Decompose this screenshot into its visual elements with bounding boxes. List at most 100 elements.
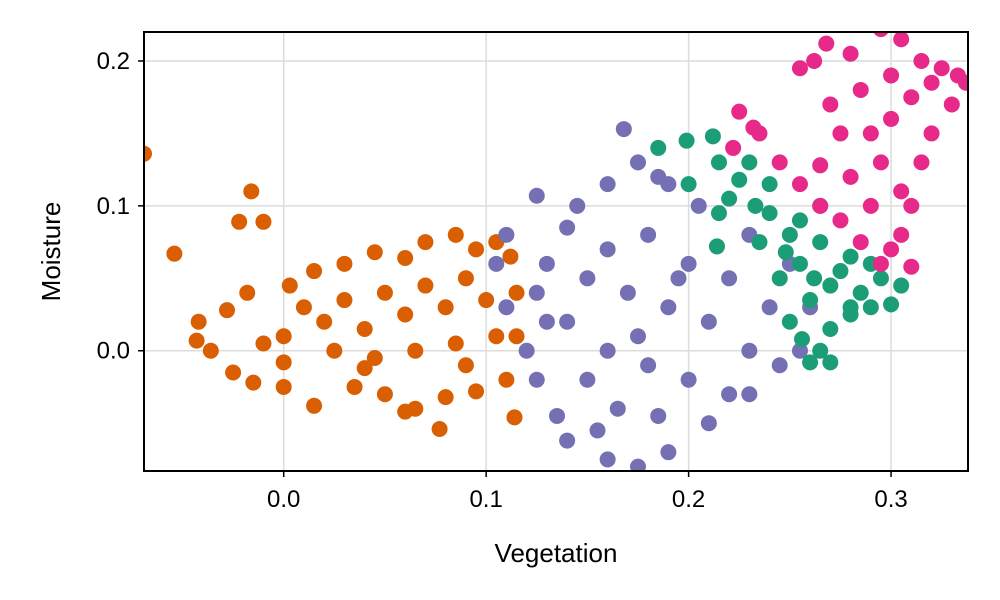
data-point: [680, 371, 697, 388]
data-point: [397, 306, 414, 323]
data-point: [883, 241, 900, 258]
data-point: [488, 255, 505, 272]
data-point: [629, 328, 646, 345]
data-point: [832, 125, 849, 142]
data-point: [376, 386, 393, 403]
data-point: [741, 342, 758, 359]
data-point: [812, 342, 829, 359]
data-point: [640, 357, 657, 374]
data-point: [806, 52, 823, 69]
data-point: [431, 420, 448, 437]
data-point: [219, 302, 236, 319]
data-point: [376, 284, 393, 301]
data-point: [231, 213, 248, 230]
data-point: [326, 342, 343, 359]
data-point: [239, 284, 256, 301]
data-point: [356, 360, 373, 377]
data-point: [599, 342, 616, 359]
data-point: [862, 299, 879, 316]
data-point: [777, 244, 794, 261]
data-point: [852, 81, 869, 98]
data-point: [407, 342, 424, 359]
data-point: [488, 328, 505, 345]
data-point: [872, 255, 889, 272]
data-point: [680, 255, 697, 272]
data-point: [893, 183, 910, 200]
data-point: [708, 238, 725, 255]
data-point: [559, 432, 576, 449]
data-point: [791, 255, 808, 272]
grid: [144, 32, 968, 471]
data-point: [781, 226, 798, 243]
data-point: [225, 364, 242, 381]
data-point: [873, 32, 889, 38]
data-point: [731, 103, 748, 120]
data-point: [468, 383, 485, 400]
data-point: [640, 226, 657, 243]
data-point: [842, 168, 859, 185]
data-point: [166, 245, 183, 262]
data-point: [704, 128, 721, 145]
data-point: [506, 409, 523, 426]
data-point: [599, 176, 616, 193]
data-point: [903, 89, 920, 106]
data-point: [678, 132, 695, 149]
data-point: [417, 277, 434, 294]
data-point: [923, 125, 940, 142]
data-point: [528, 284, 545, 301]
data-point: [538, 313, 555, 330]
data-point: [747, 197, 764, 214]
data-point: [842, 45, 859, 62]
data-point: [629, 458, 646, 471]
x-tick-label: 0.0: [267, 486, 300, 513]
data-point: [599, 241, 616, 258]
data-point: [202, 342, 219, 359]
data-point: [832, 263, 849, 280]
data-point: [366, 244, 383, 261]
data-point: [802, 292, 819, 309]
data-point: [893, 226, 910, 243]
y-tick-label: 0.0: [97, 338, 130, 365]
data-point: [812, 157, 829, 174]
data-point: [518, 342, 535, 359]
data-point: [670, 270, 687, 287]
data-point: [498, 226, 515, 243]
data-point: [806, 270, 823, 287]
data-point: [508, 328, 525, 345]
data-point: [650, 407, 667, 424]
data-point: [700, 313, 717, 330]
data-point: [913, 154, 930, 171]
data-point: [883, 110, 900, 127]
series-4: [725, 32, 968, 275]
y-axis-label: Moisture: [36, 202, 66, 302]
data-point: [933, 60, 950, 77]
data-point: [771, 357, 788, 374]
data-point: [528, 371, 545, 388]
data-point: [559, 219, 576, 236]
data-point: [791, 176, 808, 193]
data-point: [883, 67, 900, 84]
data-point: [842, 299, 859, 316]
data-point: [710, 154, 727, 171]
axis-ticks: 0.0 0.1 0.2 0.3 0.0 0.1 0.2: [97, 48, 908, 513]
data-point: [957, 74, 968, 91]
data-point: [761, 299, 778, 316]
data-point: [822, 96, 839, 113]
data-point: [255, 213, 272, 230]
data-point: [741, 386, 758, 403]
data-point: [852, 284, 869, 301]
data-point: [579, 371, 596, 388]
data-point: [812, 197, 829, 214]
data-point: [781, 313, 798, 330]
data-point: [793, 331, 810, 348]
data-point: [417, 234, 434, 251]
data-point: [437, 299, 454, 316]
data-point: [447, 335, 464, 352]
data-point: [619, 284, 636, 301]
data-point: [862, 125, 879, 142]
data-point: [903, 197, 920, 214]
data-point: [872, 154, 889, 171]
data-point: [559, 313, 576, 330]
data-point: [281, 277, 298, 294]
